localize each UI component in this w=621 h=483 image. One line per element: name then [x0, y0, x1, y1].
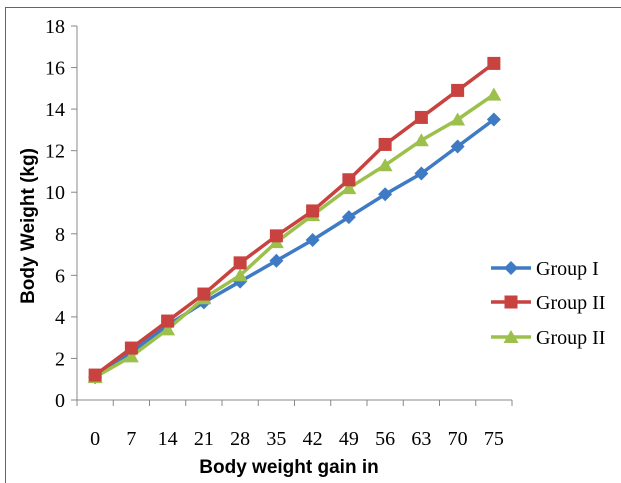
x-tick-label: 28	[230, 428, 250, 450]
series-line	[94, 61, 495, 377]
data-point	[232, 268, 248, 282]
y-axis-label: Body Weight (kg)	[18, 148, 39, 304]
data-point	[486, 112, 501, 127]
data-point	[269, 253, 284, 268]
x-tick-label: 0	[90, 428, 100, 450]
data-point	[486, 87, 502, 101]
legend-marker	[504, 261, 518, 275]
x-tick-label: 42	[303, 428, 323, 450]
x-axis-ticks: 0 7 14 21 28 35 42 49 56 63 70 75	[76, 400, 513, 450]
x-tick-label: 14	[158, 428, 178, 450]
data-point	[414, 166, 429, 181]
x-tick-label: 63	[411, 428, 431, 450]
data-point	[269, 229, 283, 243]
data-point	[123, 349, 139, 363]
y-tick-label: 10	[45, 182, 65, 204]
y-axis-ticks: 0 2 4 6 8 10 12 14 16 18	[45, 16, 77, 412]
y-tick-label: 14	[45, 99, 65, 121]
y-tick-label: 6	[55, 265, 65, 287]
legend-label: Group II	[536, 327, 605, 349]
data-point	[342, 173, 356, 187]
y-tick-label: 8	[55, 224, 65, 246]
y-tick-label: 4	[55, 307, 65, 329]
series-layer	[87, 56, 502, 385]
data-point	[378, 187, 393, 202]
y-tick-label: 0	[55, 390, 65, 412]
data-point	[450, 139, 465, 154]
data-point	[88, 368, 102, 382]
data-point	[451, 83, 465, 97]
data-point	[341, 210, 356, 225]
x-tick-label: 49	[339, 428, 359, 450]
chart-frame	[5, 7, 621, 483]
data-point	[233, 256, 247, 270]
data-point	[160, 322, 176, 336]
x-tick-label: 70	[448, 428, 468, 450]
data-point	[124, 341, 138, 355]
data-point	[197, 287, 211, 301]
x-tick-label: 35	[266, 428, 286, 450]
y-tick-label: 2	[55, 348, 65, 370]
x-tick-label: 75	[484, 428, 504, 450]
legend-label: Group II	[536, 292, 605, 314]
series-2	[88, 56, 501, 382]
data-point	[341, 181, 357, 195]
legend-marker	[504, 295, 518, 309]
legend-label: Group I	[536, 258, 599, 280]
x-axis-label: Body weight gain in	[199, 457, 378, 478]
data-point	[378, 137, 392, 151]
data-point	[377, 158, 393, 172]
x-tick-label: 56	[375, 428, 395, 450]
data-point	[413, 133, 429, 147]
legend: Group I Group II Group II	[491, 258, 605, 349]
legend-marker	[503, 330, 519, 343]
data-point	[306, 204, 320, 218]
series-line	[94, 118, 495, 379]
data-point	[305, 233, 320, 248]
data-point	[450, 112, 466, 126]
legend-item: Group II	[491, 327, 605, 349]
y-tick-label: 16	[45, 58, 65, 80]
data-point	[487, 56, 501, 70]
data-point	[414, 110, 428, 124]
x-tick-label: 21	[194, 428, 214, 450]
data-point	[161, 314, 175, 328]
y-tick-label: 18	[45, 16, 65, 38]
x-tick-label: 7	[126, 428, 136, 450]
legend-item: Group II	[491, 292, 605, 314]
y-tick-label: 12	[45, 141, 65, 163]
legend-item: Group I	[491, 258, 599, 280]
